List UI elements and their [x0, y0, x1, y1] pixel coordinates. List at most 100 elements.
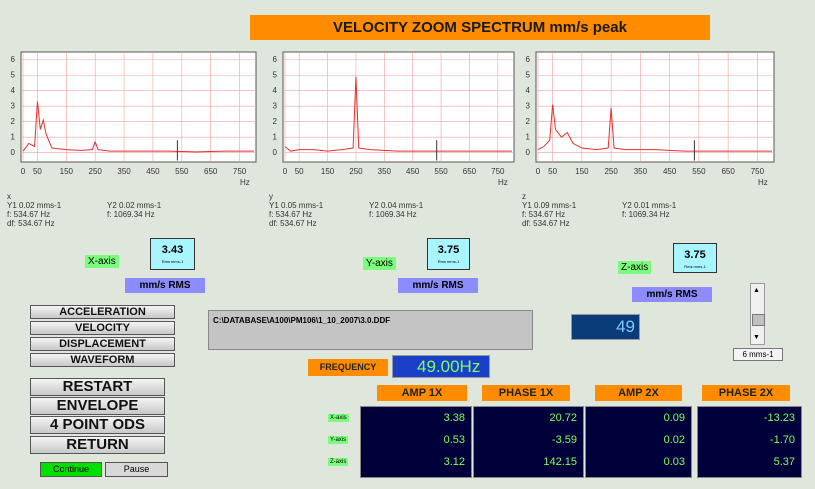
- y-tick-label: 5: [526, 70, 531, 79]
- x-tick-label: 450: [663, 167, 677, 176]
- x-tick-label: 150: [321, 167, 335, 176]
- plot-area: [282, 51, 515, 163]
- rms-box: 3.75 Rms mms-1: [427, 238, 470, 270]
- axis-label: Z-axis: [618, 261, 652, 274]
- continue-button[interactable]: Continue: [40, 462, 102, 477]
- readout: Y2 0.02 mms-1: [107, 201, 162, 210]
- value-box: -13.23 -1.70 5.37: [697, 406, 802, 478]
- y-tick-label: 6: [526, 55, 531, 64]
- value-cell: 0.53: [443, 434, 465, 446]
- readout: Y1 0.09 mms-1: [522, 201, 577, 210]
- value-cell: 0.09: [663, 412, 685, 424]
- action-button[interactable]: 4 POINT ODS: [30, 416, 165, 434]
- x-unit: Hz: [240, 178, 250, 187]
- x-tick-label: 0: [283, 167, 288, 176]
- x-tick-label: 750: [491, 167, 505, 176]
- x-tick-label: 550: [175, 167, 189, 176]
- file-path: C:\DATABASE\A100\PM106\1_10_2007\3.0.DDF: [208, 310, 533, 350]
- y-tick-label: 3: [273, 101, 278, 110]
- x-tick-label: 50: [295, 167, 304, 176]
- y-tick-label: 5: [11, 70, 16, 79]
- pause-button[interactable]: Pause: [105, 462, 168, 477]
- readout: f: 534.67 Hz: [522, 210, 565, 219]
- y-tick-label: 1: [273, 132, 278, 141]
- y-tick-label: 4: [526, 86, 531, 95]
- y-tick-label: 3: [11, 101, 16, 110]
- readout: df: 534.67 Hz: [522, 219, 570, 228]
- x-tick-label: 350: [634, 167, 648, 176]
- plot-area: [535, 51, 775, 163]
- column-header: PHASE 2X: [702, 385, 790, 401]
- value-cell: -3.59: [551, 434, 577, 446]
- column-header: AMP 1X: [377, 385, 467, 401]
- rms-caption: mm/s RMS: [398, 278, 478, 293]
- readout: f: 1069.34 Hz: [622, 210, 670, 219]
- readout: f: 1069.34 Hz: [369, 210, 417, 219]
- y-tick-label: 0: [11, 148, 16, 157]
- scroll-thumb[interactable]: [752, 314, 765, 326]
- axis-name: y: [269, 192, 273, 201]
- counter: 49: [571, 314, 640, 340]
- x-tick-label: 450: [406, 167, 420, 176]
- value-box: 20.72 -3.59 142.15: [473, 406, 584, 478]
- value-cell: 20.72: [549, 412, 577, 424]
- scrollbar[interactable]: ▲ ▼: [750, 283, 765, 345]
- y-tick-label: 1: [526, 132, 531, 141]
- x-tick-label: 250: [349, 167, 363, 176]
- mode-button[interactable]: DISPLACEMENT: [30, 337, 175, 351]
- value-cell: 142.15: [543, 456, 577, 468]
- value-cell: 3.38: [443, 412, 465, 424]
- x-tick-label: 250: [604, 167, 618, 176]
- x-tick-label: 650: [463, 167, 477, 176]
- spectrum-line: [284, 76, 512, 152]
- scroll-down[interactable]: ▼: [753, 334, 760, 341]
- value-cell: 0.02: [663, 434, 685, 446]
- mode-button[interactable]: VELOCITY: [30, 321, 175, 335]
- y-tick-label: 0: [273, 148, 278, 157]
- value-cell: 0.03: [663, 456, 685, 468]
- readout: Y1 0.05 mms-1: [269, 201, 324, 210]
- frequency-unit: Hz: [459, 357, 481, 376]
- readout: f: 534.67 Hz: [7, 210, 50, 219]
- value-cell: 5.37: [773, 456, 795, 468]
- title: VELOCITY ZOOM SPECTRUM mm/s peak: [250, 15, 710, 40]
- y-tick-label: 2: [11, 117, 16, 126]
- scroll-up[interactable]: ▲: [753, 287, 760, 294]
- y-tick-label: 3: [526, 101, 531, 110]
- axis-label: Y-axis: [363, 257, 396, 270]
- mode-button[interactable]: WAVEFORM: [30, 353, 175, 367]
- x-tick-label: 350: [378, 167, 392, 176]
- plot-area: [20, 51, 257, 163]
- rms-caption: mm/s RMS: [125, 278, 205, 293]
- axis-name: x: [7, 192, 11, 201]
- action-button[interactable]: ENVELOPE: [30, 397, 165, 415]
- rms-unit: Rms mms-1: [161, 259, 184, 264]
- action-button[interactable]: RETURN: [30, 436, 165, 454]
- rms-unit: Rms mms-1: [684, 264, 706, 269]
- readout: f: 534.67 Hz: [269, 210, 312, 219]
- scale-label: 6 mms-1: [733, 348, 783, 361]
- x-tick-label: 550: [692, 167, 706, 176]
- spectrum-line: [537, 104, 772, 152]
- column-header: AMP 2X: [595, 385, 682, 401]
- axis-label: X-axis: [85, 255, 119, 268]
- action-button[interactable]: RESTART: [30, 378, 165, 396]
- x-tick-label: 50: [548, 167, 557, 176]
- y-tick-label: 1: [11, 132, 16, 141]
- x-tick-label: 750: [233, 167, 247, 176]
- y-tick-label: 2: [273, 117, 278, 126]
- y-tick-label: 5: [273, 70, 278, 79]
- x-unit: Hz: [498, 178, 508, 187]
- value-box: 3.38 0.53 3.12: [360, 406, 472, 478]
- x-unit: Hz: [758, 178, 768, 187]
- mode-button[interactable]: ACCELERATION: [30, 305, 175, 319]
- x-tick-label: 250: [89, 167, 103, 176]
- frequency-box: 49.00Hz: [392, 355, 490, 378]
- y-tick-label: 4: [273, 86, 278, 95]
- row-label: Y-axis: [328, 436, 349, 444]
- x-tick-label: 0: [536, 167, 541, 176]
- rms-unit: Rms mms-1: [437, 259, 460, 264]
- readout: Y2 0.01 mms-1: [622, 201, 677, 210]
- y-tick-label: 2: [526, 117, 531, 126]
